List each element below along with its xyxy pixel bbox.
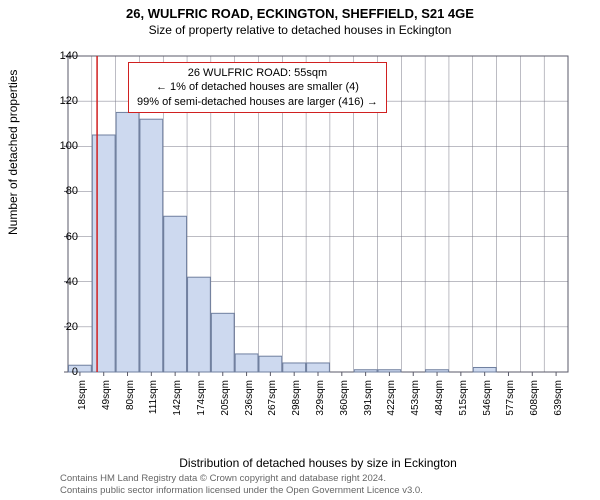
x-tick-label: 174sqm <box>196 380 207 416</box>
chart-subtitle: Size of property relative to detached ho… <box>0 21 600 37</box>
x-tick-label: 142sqm <box>172 380 183 416</box>
annotation-line1: 26 WULFRIC ROAD: 55sqm <box>137 66 378 80</box>
x-tick-label: 639sqm <box>553 380 564 416</box>
x-tick-label: 18sqm <box>77 380 88 410</box>
y-tick-label: 100 <box>48 140 78 152</box>
y-tick-label: 40 <box>48 276 78 288</box>
chart-title: 26, WULFRIC ROAD, ECKINGTON, SHEFFIELD, … <box>0 0 600 21</box>
y-axis-label: Number of detached properties <box>6 70 20 235</box>
y-tick-label: 80 <box>48 185 78 197</box>
x-tick-label: 515sqm <box>458 380 469 416</box>
y-tick-label: 120 <box>48 95 78 107</box>
x-tick-label: 111sqm <box>148 380 159 414</box>
x-tick-label: 298sqm <box>291 380 302 416</box>
x-tick-label: 484sqm <box>434 380 445 416</box>
x-tick-label: 608sqm <box>529 380 540 416</box>
x-tick-label: 49sqm <box>101 380 112 410</box>
x-tick-label: 453sqm <box>410 380 421 416</box>
x-tick-label: 267sqm <box>267 380 278 416</box>
y-tick-label: 0 <box>48 366 78 378</box>
x-tick-label: 329sqm <box>315 380 326 416</box>
x-tick-label: 422sqm <box>386 380 397 416</box>
x-tick-label: 546sqm <box>482 380 493 416</box>
credits-line2: Contains public sector information licen… <box>60 485 423 496</box>
chart-container: 26, WULFRIC ROAD, ECKINGTON, SHEFFIELD, … <box>0 0 600 500</box>
annotation-line3: 99% of semi-detached houses are larger (… <box>137 95 378 109</box>
plot-area: 26 WULFRIC ROAD: 55sqm ← 1% of detached … <box>60 50 576 420</box>
x-axis-label: Distribution of detached houses by size … <box>60 456 576 470</box>
x-tick-label: 236sqm <box>244 380 255 416</box>
credits-line1: Contains HM Land Registry data © Crown c… <box>60 473 423 484</box>
x-tick-label: 577sqm <box>505 380 516 416</box>
x-tick-label: 80sqm <box>125 380 136 410</box>
credits: Contains HM Land Registry data © Crown c… <box>60 473 423 496</box>
x-tick-label: 360sqm <box>339 380 350 416</box>
y-tick-label: 60 <box>48 231 78 243</box>
y-tick-label: 20 <box>48 321 78 333</box>
y-tick-label: 140 <box>48 50 78 62</box>
x-tick-label: 391sqm <box>363 380 374 416</box>
annotation-box: 26 WULFRIC ROAD: 55sqm ← 1% of detached … <box>128 62 387 113</box>
annotation-line2: ← 1% of detached houses are smaller (4) <box>137 80 378 94</box>
x-tick-label: 205sqm <box>220 380 231 416</box>
